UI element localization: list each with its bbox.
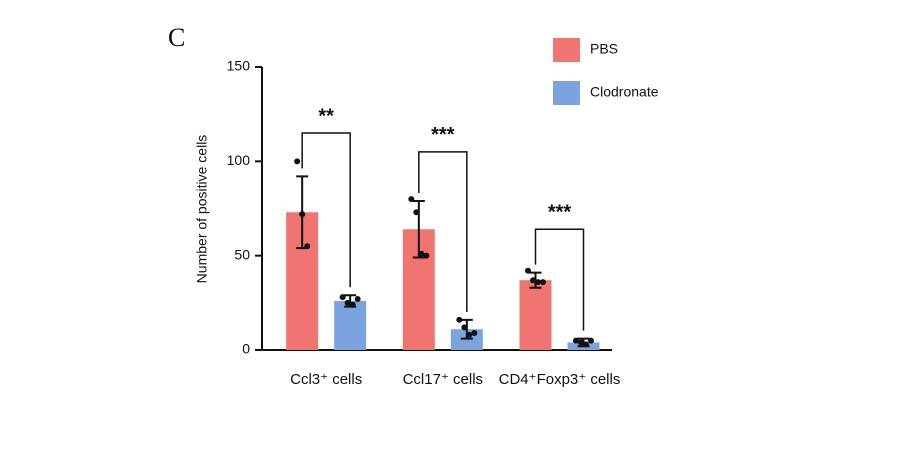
y-tick-label: 50 xyxy=(234,246,250,262)
data-point xyxy=(294,158,301,165)
significance-bracket xyxy=(534,228,585,331)
x-tick-label: Ccl17⁺ cells xyxy=(403,371,483,388)
legend-label: PBS xyxy=(590,41,618,57)
data-point xyxy=(354,296,361,303)
significance-label: ** xyxy=(318,105,334,127)
data-point xyxy=(578,339,584,346)
data-point xyxy=(540,279,546,286)
legend-swatch xyxy=(553,81,580,105)
data-point xyxy=(299,211,306,218)
significance-bracket xyxy=(301,132,351,288)
data-point xyxy=(525,267,531,274)
data-point xyxy=(583,341,589,348)
data-point xyxy=(530,277,536,284)
data-point xyxy=(408,196,415,203)
data-point xyxy=(349,301,356,308)
error-bar xyxy=(412,199,425,259)
bar xyxy=(334,300,367,350)
significance-bracket xyxy=(418,151,468,312)
data-point xyxy=(466,331,473,338)
data-point xyxy=(423,252,430,259)
legend-swatch xyxy=(553,38,580,62)
x-tick-label: CD4⁺Foxp3⁺ cells xyxy=(499,371,621,388)
y-tick-label: 0 xyxy=(242,341,250,357)
significance-label: *** xyxy=(548,202,572,224)
y-tick-label: 100 xyxy=(227,152,251,168)
data-point xyxy=(413,209,420,216)
data-point xyxy=(304,243,311,250)
data-point xyxy=(456,316,463,323)
bar xyxy=(519,280,552,350)
data-point xyxy=(461,324,468,331)
data-point xyxy=(339,294,346,301)
data-point xyxy=(535,279,541,286)
data-point xyxy=(418,250,425,257)
x-tick-label: Ccl3⁺ cells xyxy=(290,371,362,388)
data-point xyxy=(344,299,351,306)
data-point xyxy=(573,337,579,344)
panel-label: C xyxy=(168,23,185,52)
y-tick-label: 150 xyxy=(227,58,251,74)
legend-label: Clodronate xyxy=(590,84,659,100)
y-axis-label: Number of positive cells xyxy=(194,135,210,284)
significance-label: *** xyxy=(431,124,455,146)
data-point xyxy=(588,337,594,344)
data-point xyxy=(471,330,478,337)
